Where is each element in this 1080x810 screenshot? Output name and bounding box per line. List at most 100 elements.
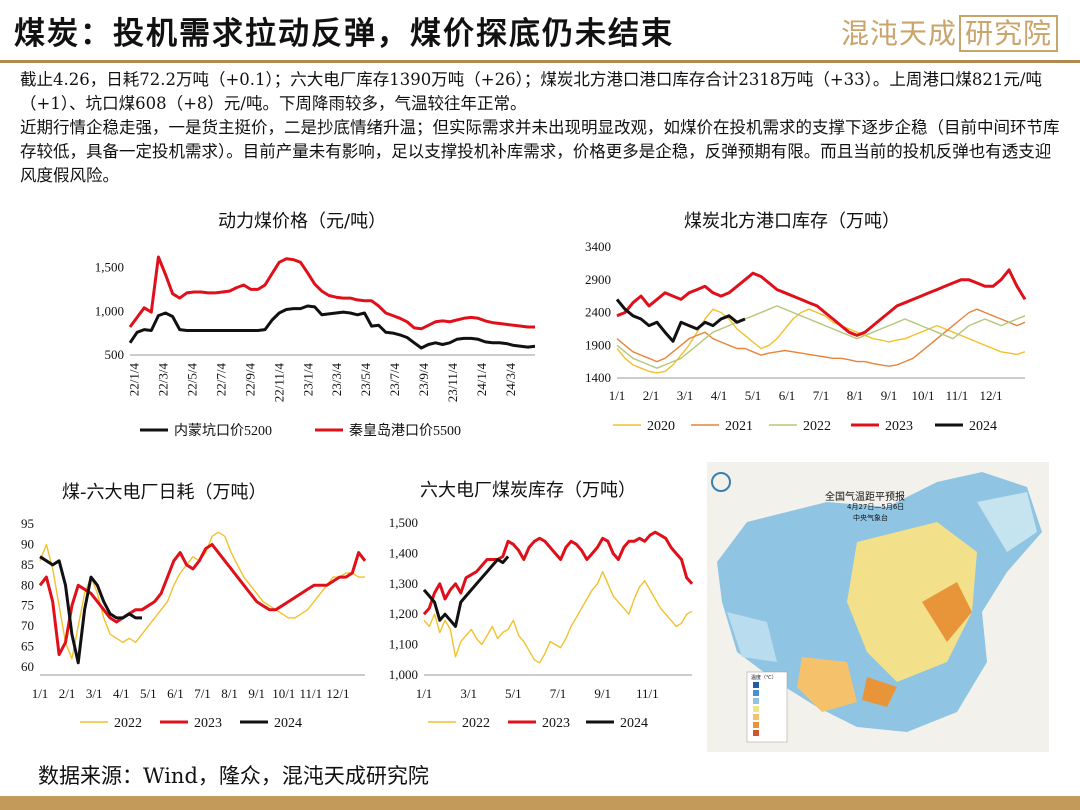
legend-label: 2023 [194,716,222,731]
summary-paragraph-1: 截止4.26，日耗72.2万吨（+0.1）；六大电厂库存1390万吨（+26）；… [20,70,1042,113]
x-tick-label: 23/7/4 [387,363,402,397]
y-tick-label: 65 [21,638,34,653]
x-tick-label: 3/1 [86,686,103,701]
y-tick-label: 1,500 [389,515,418,530]
legend-label: 2024 [969,419,997,434]
y-tick-label: 95 [21,516,34,531]
legend-label: 2022 [462,716,490,731]
y-tick-label: 2900 [585,272,611,287]
y-tick-label: 1,200 [389,606,418,621]
page-title: 煤炭：投机需求拉动反弹，煤价探底仍未结束 [14,16,674,52]
china-map-graphic [711,472,1042,743]
x-tick-label: 10/1 [911,388,934,403]
x-tick-label: 3/1 [677,388,694,403]
y-tick-label: 1400 [585,370,611,385]
y-tick-label: 75 [21,598,34,613]
y-tick-label: 1,100 [389,637,418,652]
chart-port-inventory: 1400 1900 2400 2900 3400 1/1 2/1 3/1 4/1 5/1 6/1 7/… [585,239,1027,434]
legend-label: 2020 [647,419,675,434]
series-line-内蒙坑口价5200 [128,304,536,350]
legend-label: 2023 [885,419,913,434]
x-tick-label: 9/1 [594,686,611,701]
x-tick-label: 22/3/4 [156,363,171,397]
x-tick-label: 11/1 [300,686,323,701]
logo-box-text: 研究院 [958,15,1058,52]
x-tick-label: 22/1/4 [127,363,142,397]
legend-label: 2021 [725,419,753,434]
series-line-2024 [422,555,510,628]
series-line-2021 [616,308,1026,367]
x-tick-label: 23/5/4 [358,363,373,397]
x-tick-label: 11/1 [946,388,969,403]
x-tick-label: 10/1 [272,686,295,701]
chart-plant-inventory: 1,000 1,100 1,200 1,300 1,400 1,500 1/1 3/1 5/1 7… [389,515,694,731]
chart2-title: 煤炭北方港口库存（万吨） [684,211,900,232]
data-source: 数据来源：Wind，隆众，混沌天成研究院 [38,764,429,788]
logo-text: 混沌天成 [840,17,957,50]
x-tick-label: 8/1 [847,388,864,403]
x-tick-label: 23/9/4 [416,363,431,397]
footer-bar [0,796,1080,810]
legend-label: 2022 [114,716,142,731]
y-tick-label: 1,500 [95,260,124,275]
x-tick-label: 23/11/4 [445,363,460,403]
x-tick-label: 7/1 [550,686,567,701]
x-tick-label: 7/1 [194,686,211,701]
x-tick-label: 23/1/4 [300,363,315,397]
legend-label: 2023 [542,716,570,731]
x-tick-label: 2/1 [643,388,660,403]
x-tick-label: 5/1 [745,388,762,403]
temperature-anomaly-map: 全国气温距平预报 4月27日—5月6日 中央气象台 温度（℃） [707,462,1049,752]
chart3-title: 煤-六大电厂日耗（万吨） [62,482,267,503]
x-tick-label: 22/7/4 [213,363,228,397]
x-tick-label: 9/1 [248,686,265,701]
series-line-2023 [616,268,1027,337]
x-tick-label: 9/1 [881,388,898,403]
x-tick-label: 22/11/4 [271,363,286,403]
legend-label: 内蒙坑口价5200 [174,423,272,439]
series-line-2023 [38,543,367,657]
y-tick-label: 1,000 [95,303,124,318]
y-tick-label: 1,300 [389,576,418,591]
series-line-2022 [423,570,693,664]
y-tick-label: 70 [21,618,34,633]
x-tick-label: 6/1 [779,388,796,403]
legend-label: 秦皇岛港口价5500 [349,423,461,439]
summary-paragraph-2: 近期行情企稳走强，一是货主挺价，二是抄底情绪升温；但实际需求并未出现明显改观，如… [20,118,1060,185]
series-line-2020 [616,308,1026,374]
map-org: 中央气象台 [853,514,888,522]
x-tick-label: 7/1 [813,388,830,403]
legend-label: 2024 [620,716,648,731]
series-line-2024 [615,298,746,343]
chart1-title: 动力煤价格（元/吨） [218,211,387,232]
y-tick-label: 3400 [585,239,611,254]
x-tick-label: 4/1 [113,686,130,701]
series-line-2023 [422,530,694,616]
x-tick-label: 1/1 [416,686,433,701]
x-tick-label: 11/1 [636,686,659,701]
series-line-秦皇岛港口价5500 [128,255,535,331]
map-legend-title: 温度（℃） [751,675,777,681]
map-title: 全国气温距平预报 [825,492,905,503]
y-tick-label: 85 [21,557,34,572]
series-line-2024 [39,555,142,665]
x-tick-label: 12/1 [979,388,1002,403]
x-tick-label: 22/5/4 [185,363,200,397]
x-tick-label: 12/1 [326,686,349,701]
x-tick-label: 1/1 [609,388,626,403]
legend-label: 2024 [274,716,302,731]
y-tick-label: 1,000 [389,667,418,682]
x-tick-label: 3/1 [460,686,477,701]
x-tick-label: 1/1 [32,686,49,701]
series-line-2022 [616,305,1026,369]
x-tick-label: 23/3/4 [329,363,344,397]
x-tick-label: 5/1 [505,686,522,701]
x-tick-label: 5/1 [140,686,157,701]
x-tick-label: 24/1/4 [474,363,489,397]
map-subtitle: 4月27日—5月6日 [847,503,905,511]
brand-logo: 混沌天成 研究院 [841,12,1058,52]
y-tick-label: 80 [21,577,34,592]
chart4-title: 六大电厂煤炭库存（万吨） [420,480,636,501]
y-tick-label: 90 [21,536,34,551]
x-tick-label: 22/9/4 [242,363,257,397]
